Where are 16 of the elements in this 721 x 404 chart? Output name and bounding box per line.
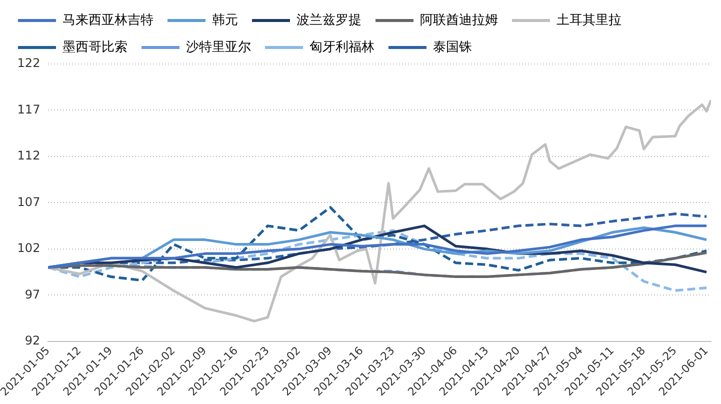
y-tick-label: 92	[24, 334, 40, 348]
legend-label: 匈牙利福林	[310, 40, 374, 55]
y-tick-label: 117	[17, 102, 40, 116]
legend-label: 阿联酋迪拉姆	[420, 12, 498, 28]
legend-label: 土耳其里拉	[556, 12, 622, 28]
legend-label: 波兰兹罗提	[296, 12, 362, 28]
legend-label: 泰国铢	[433, 40, 472, 55]
y-tick-label: 97	[24, 287, 40, 302]
y-tick-label: 122	[17, 56, 40, 70]
y-tick-label: 112	[17, 148, 40, 163]
y-tick-label: 107	[17, 194, 40, 209]
legend-label: 沙特里亚尔	[186, 40, 251, 55]
y-tick-label: 102	[17, 241, 40, 256]
legend-label: 韩元	[212, 12, 238, 28]
legend-label: 马来西亚林吉特	[62, 12, 154, 28]
legend-label: 墨西哥比索	[62, 40, 128, 55]
